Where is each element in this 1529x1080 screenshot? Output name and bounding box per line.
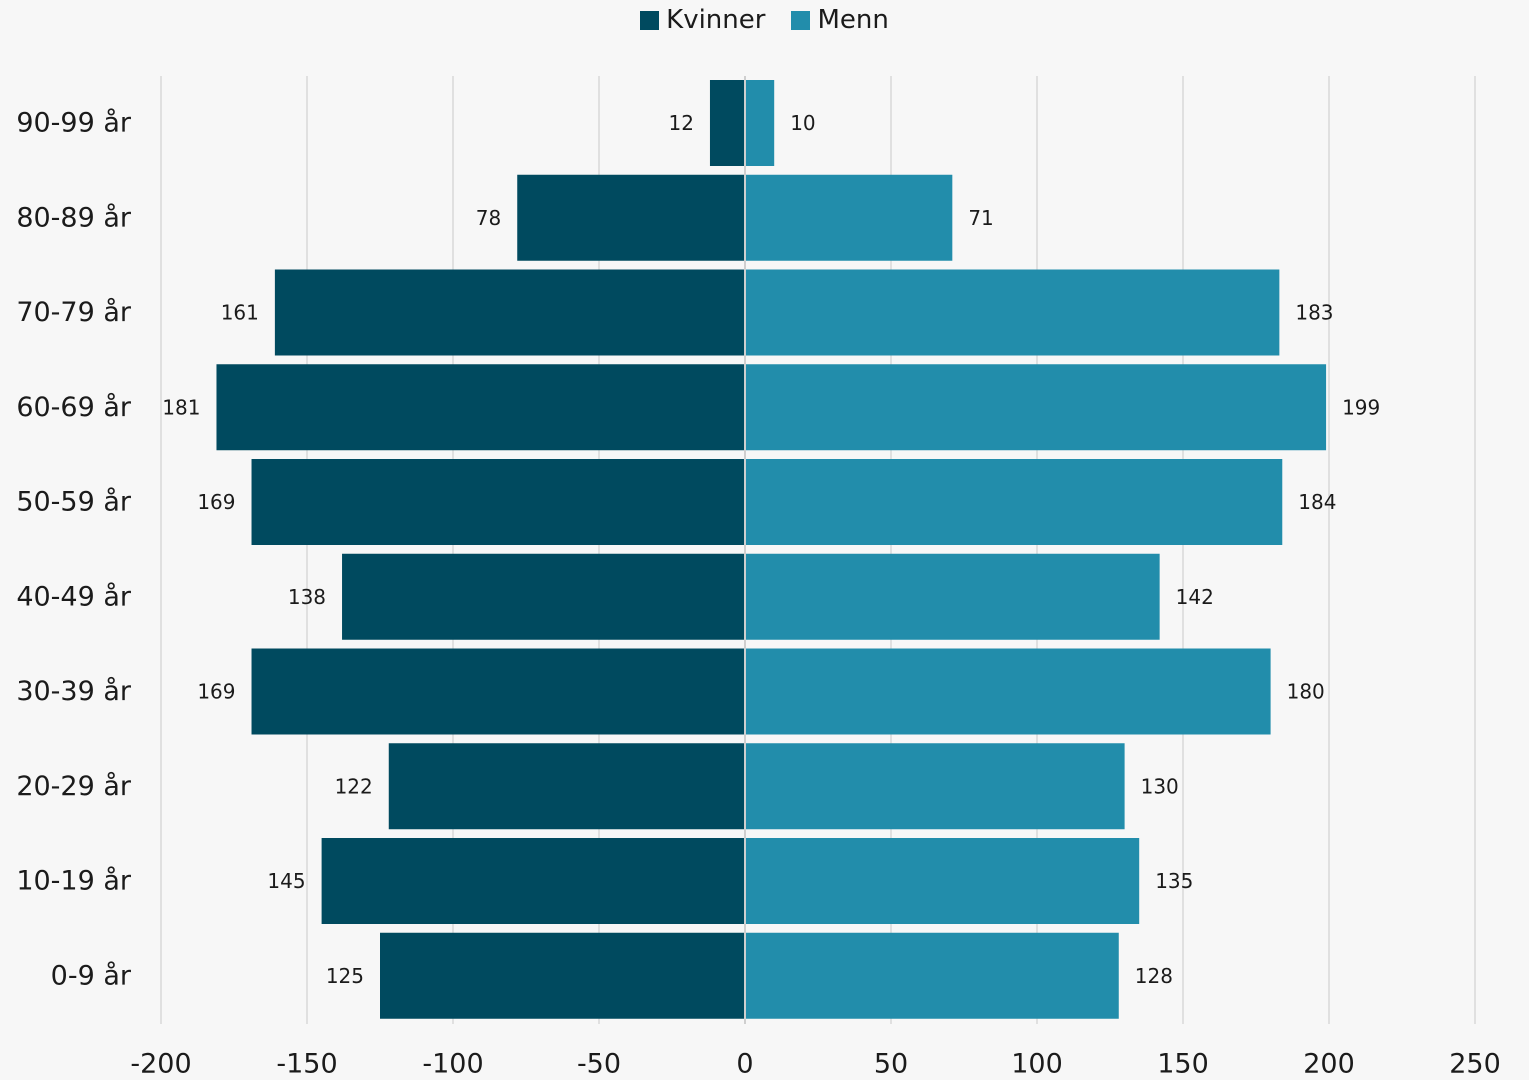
data-label-menn: 142: [1176, 585, 1214, 609]
category-label: 50-59 år: [16, 487, 132, 518]
x-tick-label: -100: [422, 1049, 483, 1080]
x-tick-label: 100: [1011, 1049, 1063, 1080]
data-label-kvinner: 12: [669, 111, 694, 135]
bar-kvinner: [251, 648, 745, 735]
legend-label-kvinner: Kvinner: [666, 5, 766, 35]
x-tick-label: 50: [874, 1049, 908, 1080]
data-label-menn: 71: [968, 206, 993, 230]
bar-menn: [745, 80, 775, 166]
bar-kvinner: [388, 743, 745, 830]
data-label-menn: 183: [1295, 301, 1333, 325]
data-label-kvinner: 161: [221, 301, 259, 325]
bar-kvinner: [380, 932, 745, 1019]
data-label-kvinner: 181: [162, 395, 200, 419]
legend-label-menn: Menn: [817, 5, 889, 35]
data-label-kvinner: 138: [288, 585, 326, 609]
x-tick-label: -200: [130, 1049, 191, 1080]
category-label: 90-99 år: [16, 108, 132, 139]
x-tick-label: 250: [1449, 1049, 1501, 1080]
bar-kvinner: [517, 174, 745, 261]
bar-menn: [745, 459, 1283, 545]
data-label-kvinner: 169: [197, 490, 235, 514]
x-tick-label: -50: [577, 1049, 621, 1080]
data-label-kvinner: 78: [476, 206, 501, 230]
x-tick-label: -150: [276, 1049, 337, 1080]
legend-item-kvinner: Kvinner: [640, 5, 765, 35]
data-label-menn: 130: [1141, 774, 1179, 798]
bar-menn: [745, 648, 1271, 735]
data-label-kvinner: 169: [197, 680, 235, 704]
bar-menn: [745, 743, 1125, 830]
data-label-kvinner: 122: [335, 774, 373, 798]
category-label: 40-49 år: [16, 581, 132, 612]
bar-kvinner: [251, 459, 745, 545]
data-label-kvinner: 145: [267, 869, 305, 893]
x-tick-label: 0: [736, 1049, 753, 1080]
data-label-menn: 180: [1287, 680, 1325, 704]
chart-legend: Kvinner Menn: [0, 2, 1529, 38]
bar-kvinner: [274, 269, 745, 356]
category-label: 10-19 år: [16, 866, 132, 897]
category-label: 30-39 år: [16, 676, 132, 707]
data-label-menn: 135: [1155, 869, 1193, 893]
bar-kvinner: [321, 838, 745, 924]
bar-kvinner: [342, 553, 745, 640]
data-label-kvinner: 125: [326, 964, 364, 988]
legend-swatch-kvinner: [640, 10, 660, 30]
bar-kvinner: [709, 80, 745, 166]
x-tick-label: 150: [1157, 1049, 1209, 1080]
legend-swatch-menn: [791, 10, 811, 30]
bar-kvinner: [216, 364, 746, 451]
bar-menn: [745, 932, 1119, 1019]
x-tick-label: 200: [1303, 1049, 1355, 1080]
category-label: 80-89 år: [16, 202, 132, 233]
data-label-menn: 184: [1298, 490, 1336, 514]
category-label: 60-69 år: [16, 392, 132, 423]
legend-item-menn: Menn: [791, 5, 889, 35]
bar-menn: [745, 269, 1280, 356]
data-label-menn: 10: [790, 111, 815, 135]
bar-menn: [745, 364, 1327, 451]
bar-menn: [745, 838, 1140, 924]
category-label: 70-79 år: [16, 297, 132, 328]
category-label: 20-29 år: [16, 771, 132, 802]
bar-menn: [745, 174, 953, 261]
category-label: 0-9 år: [51, 960, 132, 991]
data-label-menn: 199: [1342, 395, 1380, 419]
data-label-menn: 128: [1135, 964, 1173, 988]
bar-menn: [745, 553, 1160, 640]
